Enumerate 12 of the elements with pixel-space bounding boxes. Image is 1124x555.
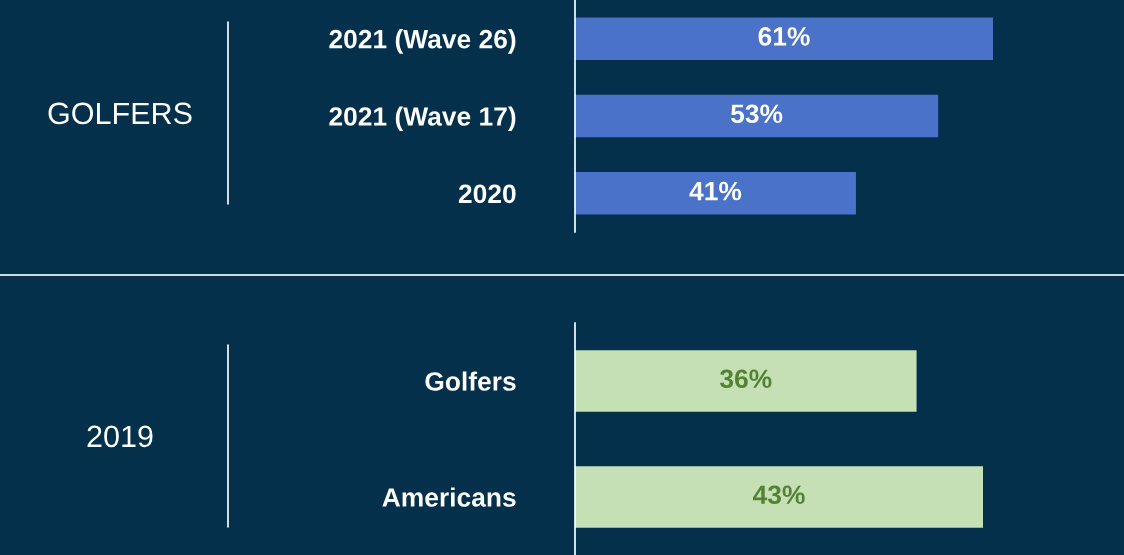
y-tick-label: 2021 (Wave 26) (329, 29, 516, 54)
y-axis-title: 2019 (87, 425, 153, 448)
y-tick-label: 2021 (Wave 17) (329, 106, 516, 132)
data-label: 41% (689, 181, 742, 201)
data-label: 53% (730, 104, 783, 124)
data-label: 61% (758, 27, 810, 46)
y-tick-label: Americans (382, 487, 516, 507)
y-axis-title: GOLFERS (48, 102, 192, 125)
data-label: 43% (752, 485, 805, 505)
y-tick-label: Golfers (425, 371, 516, 391)
data-label: 36% (719, 369, 772, 389)
y-tick-label: 2020 (458, 184, 516, 204)
